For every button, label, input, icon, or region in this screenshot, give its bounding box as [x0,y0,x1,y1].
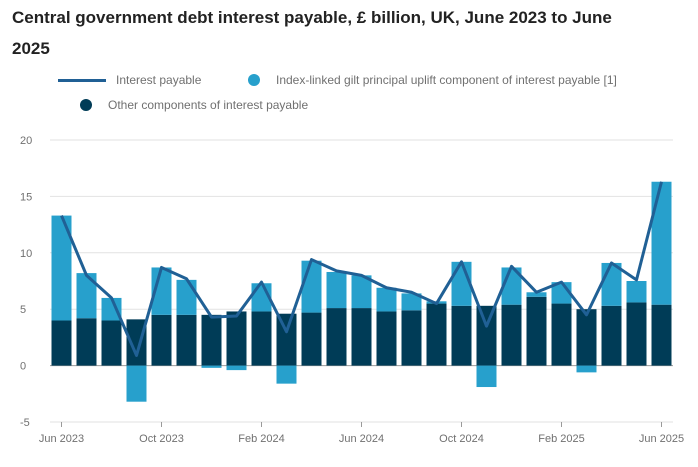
bar-uplift [101,297,122,321]
bar-other [551,303,572,366]
bar-other [501,304,522,366]
legend-dot-uplift [248,74,260,86]
y-tick-label: -5 [20,417,30,429]
bar-uplift [276,365,297,384]
y-tick-label: 15 [20,191,32,203]
bar-other [626,302,647,366]
line-series [60,181,663,357]
chart-legend: Interest payable Index-linked gilt princ… [0,0,698,120]
bar-uplift [476,365,497,388]
bar-uplift [526,292,547,297]
bar-other [576,309,597,366]
bar-uplift [201,365,222,368]
bar-other [526,296,547,366]
y-tick-label: 0 [20,361,26,373]
bar-other [601,305,622,366]
line-interest-payable [60,181,663,357]
bar-other [376,311,397,366]
legend-item-uplift: Index-linked gilt principal uplift compo… [248,73,617,87]
bar-uplift [576,365,597,373]
legend-label-interest-payable: Interest payable [116,73,202,87]
x-tick-label: Jun 2024 [339,433,384,445]
bar-uplift [176,279,197,315]
bar-uplift [351,275,372,309]
y-axis-ticks: -5 0 5 10 15 20 [20,135,32,429]
bar-series [51,181,672,402]
bar-uplift [401,293,422,311]
x-tick-label: Oct 2023 [139,433,184,445]
bar-other [51,320,72,366]
bar-other [426,303,447,366]
bar-uplift [126,365,147,402]
y-tick-label: 20 [20,135,32,147]
bar-uplift [76,273,97,319]
legend-label-other: Other components of interest payable [108,98,309,112]
bar-other [451,305,472,366]
legend-dot-other [80,99,92,111]
legend-line-swatch [58,78,106,82]
bar-other [151,314,172,366]
y-tick-label: 10 [20,248,32,260]
bar-other [476,305,497,366]
bar-other [351,308,372,366]
x-axis-ticks: Jun 2023 Oct 2023 Feb 2024 Jun 2024 Oct 2024… [39,422,684,445]
x-tick-label: Jun 2023 [39,433,84,445]
bar-uplift [151,267,172,315]
bar-other [301,312,322,366]
bar-uplift [226,365,247,371]
chart-title: Central government debt interest payable… [12,8,612,58]
bar-other [276,313,297,366]
legend-item-other: Other components of interest payable [80,98,308,112]
legend-item-interest-payable: Interest payable [58,73,201,87]
bar-other [326,308,347,366]
x-tick-label: Oct 2024 [439,433,484,445]
x-tick-label: Jun 2025 [639,433,684,445]
x-tick-label: Feb 2025 [538,433,584,445]
bar-other [251,311,272,366]
bar-other [651,304,672,366]
x-tick-label: Feb 2024 [238,433,284,445]
bar-other [401,310,422,366]
bar-uplift [376,287,397,312]
bar-uplift [326,271,347,309]
bar-other [176,314,197,366]
bar-other [201,314,222,366]
bar-uplift [626,281,647,303]
bar-other [226,311,247,366]
legend-label-uplift: Index-linked gilt principal uplift compo… [276,73,617,87]
bar-uplift [51,215,72,321]
y-tick-label: 5 [20,304,26,316]
bar-other [126,319,147,366]
bar-other [101,320,122,366]
bar-uplift [301,260,322,313]
bar-other [76,318,97,366]
bar-uplift [651,181,672,305]
